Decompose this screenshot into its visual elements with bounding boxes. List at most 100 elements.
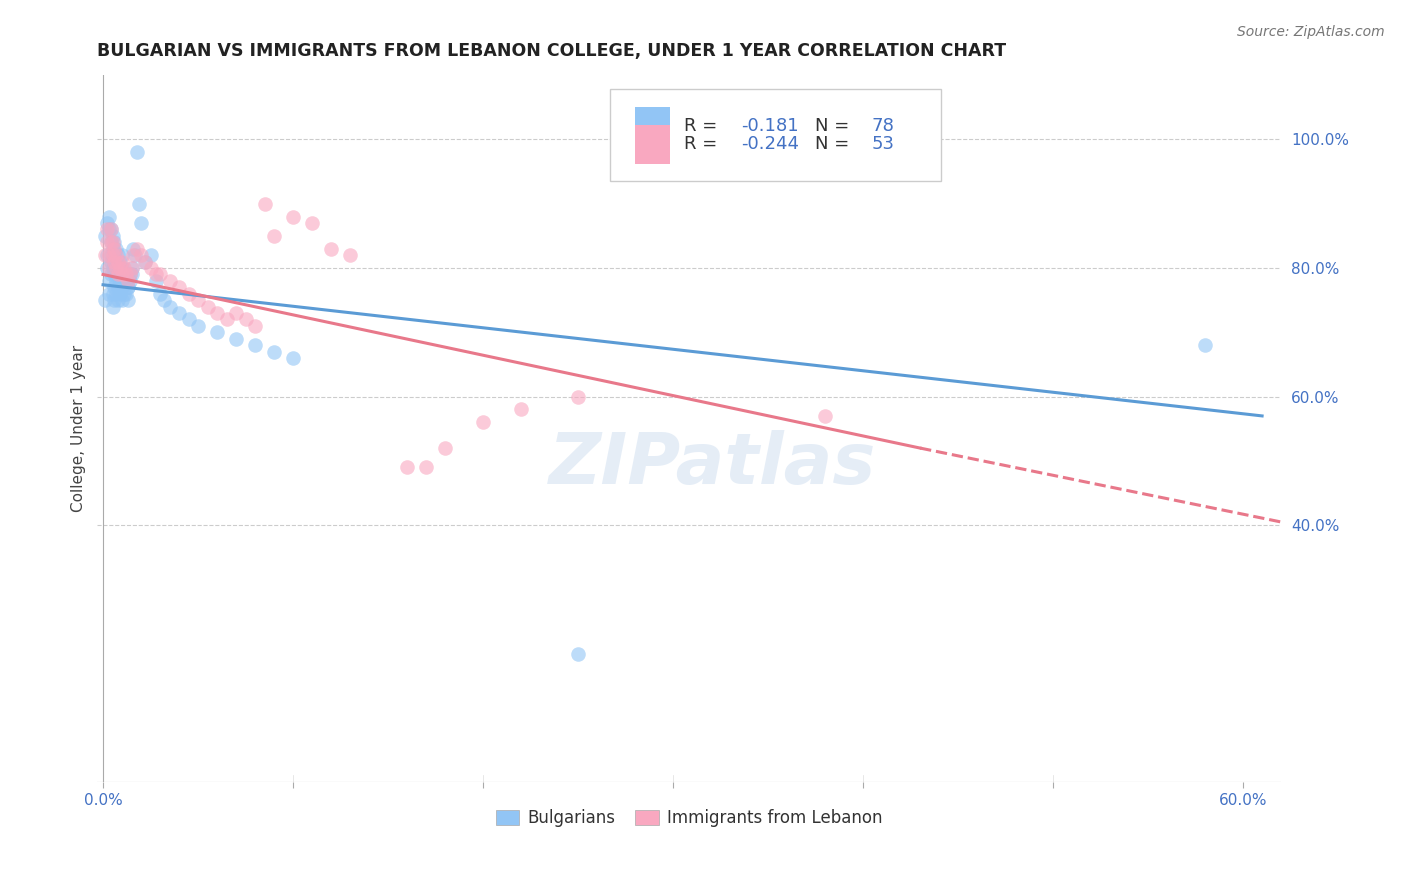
Point	[105, 248, 128, 262]
Point	[177, 286, 200, 301]
Point	[567, 647, 589, 661]
Point	[107, 293, 129, 308]
Point	[145, 274, 167, 288]
Point	[149, 286, 172, 301]
FancyBboxPatch shape	[610, 89, 942, 181]
Point	[415, 460, 437, 475]
Point	[105, 242, 128, 256]
Point	[107, 268, 129, 282]
Point	[197, 300, 219, 314]
Point	[105, 254, 128, 268]
Point	[101, 300, 124, 314]
Point	[100, 248, 122, 262]
Point	[111, 268, 134, 282]
Point	[118, 268, 141, 282]
Point	[103, 242, 125, 256]
Point	[153, 293, 176, 308]
Text: R =: R =	[685, 136, 724, 153]
Point	[100, 235, 122, 250]
Point	[145, 268, 167, 282]
Point	[111, 254, 134, 268]
Point	[100, 222, 122, 236]
Point	[301, 216, 323, 230]
Point	[510, 402, 533, 417]
FancyBboxPatch shape	[634, 107, 671, 146]
Point	[107, 280, 129, 294]
Point	[107, 268, 129, 282]
Point	[94, 293, 117, 308]
Point	[567, 390, 589, 404]
Point	[167, 280, 190, 294]
Point	[97, 222, 120, 236]
Point	[101, 235, 124, 250]
Point	[159, 274, 181, 288]
Point	[94, 228, 117, 243]
Point	[103, 235, 125, 250]
Point	[118, 268, 141, 282]
Text: 53: 53	[872, 136, 894, 153]
Text: Source: ZipAtlas.com: Source: ZipAtlas.com	[1237, 25, 1385, 39]
Point	[111, 261, 134, 276]
Point	[108, 254, 131, 268]
Point	[121, 261, 143, 276]
Point	[96, 261, 118, 276]
Text: R =: R =	[685, 118, 724, 136]
Point	[105, 274, 128, 288]
Text: N =: N =	[814, 136, 855, 153]
Point	[96, 235, 118, 250]
Point	[115, 274, 138, 288]
Point	[205, 326, 228, 340]
Point	[103, 268, 125, 282]
Point	[177, 312, 200, 326]
Text: -0.181: -0.181	[741, 118, 799, 136]
Point	[105, 261, 128, 276]
Point	[814, 409, 837, 423]
Point	[263, 344, 285, 359]
Point	[97, 248, 120, 262]
Point	[117, 280, 139, 294]
Text: N =: N =	[814, 118, 855, 136]
Point	[103, 293, 125, 308]
Point	[103, 254, 125, 268]
Y-axis label: College, Under 1 year: College, Under 1 year	[72, 345, 86, 512]
Point	[187, 293, 209, 308]
Point	[215, 312, 238, 326]
Point	[107, 254, 129, 268]
Point	[100, 254, 122, 268]
Point	[111, 293, 134, 308]
Point	[111, 280, 134, 294]
Point	[94, 248, 117, 262]
Point	[434, 441, 457, 455]
Point	[97, 261, 120, 276]
Point	[139, 248, 162, 262]
Point	[115, 268, 138, 282]
Text: -0.244: -0.244	[741, 136, 799, 153]
Point	[108, 286, 131, 301]
Point	[319, 242, 342, 256]
Point	[281, 351, 304, 365]
Point	[235, 312, 257, 326]
Point	[101, 242, 124, 256]
Point	[108, 274, 131, 288]
Point	[149, 268, 172, 282]
Point	[97, 274, 120, 288]
Point	[103, 248, 125, 262]
Point	[124, 248, 146, 262]
Point	[100, 235, 122, 250]
Text: 78: 78	[872, 118, 894, 136]
Text: BULGARIAN VS IMMIGRANTS FROM LEBANON COLLEGE, UNDER 1 YEAR CORRELATION CHART: BULGARIAN VS IMMIGRANTS FROM LEBANON COL…	[97, 42, 1007, 60]
Point	[225, 306, 247, 320]
Point	[107, 261, 129, 276]
FancyBboxPatch shape	[634, 125, 671, 163]
Point	[339, 248, 361, 262]
Point	[167, 306, 190, 320]
Point	[101, 228, 124, 243]
Point	[117, 280, 139, 294]
Point	[129, 216, 152, 230]
Point	[134, 254, 156, 268]
Point	[105, 261, 128, 276]
Point	[115, 286, 138, 301]
Legend: Bulgarians, Immigrants from Lebanon: Bulgarians, Immigrants from Lebanon	[489, 803, 890, 834]
Point	[96, 248, 118, 262]
Point	[112, 286, 135, 301]
